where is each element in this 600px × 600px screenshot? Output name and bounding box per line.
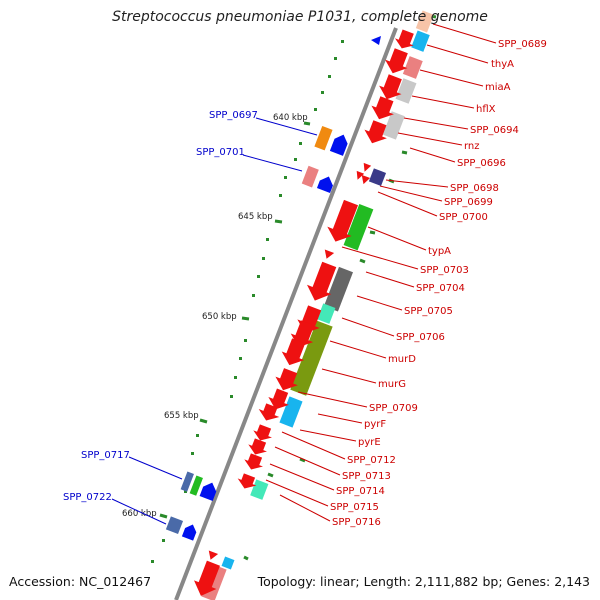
ruler-tick-label: 655 kbp bbox=[164, 411, 199, 421]
reverse-genes bbox=[165, 36, 381, 541]
ruler-tick-label: 660 kbp bbox=[122, 509, 157, 519]
gene-label: rnz bbox=[464, 141, 480, 152]
ruler-ticks: 640 kbp 645 kbp 650 kbp 655 kbp 660 kbp bbox=[122, 113, 311, 519]
gene-arrow-forward bbox=[194, 560, 220, 596]
gene-block-pink bbox=[402, 56, 423, 79]
gene-label: pyrF bbox=[364, 419, 386, 430]
gene-block-green bbox=[343, 203, 374, 251]
gene-block-olive bbox=[290, 320, 333, 396]
ruler-tick-mark bbox=[159, 513, 168, 519]
gene-blocks bbox=[201, 10, 434, 600]
gene-arrow-forward bbox=[385, 48, 408, 74]
gene-arrow-forward bbox=[364, 120, 387, 144]
gene-arrow-reverse bbox=[199, 482, 217, 501]
page-title: Streptococcus pneumoniae P1031, complete… bbox=[112, 9, 488, 25]
gene-block-cyan bbox=[279, 396, 303, 428]
gene-label: SPP_0722 bbox=[63, 492, 112, 503]
gene-label: SPP_0700 bbox=[439, 212, 488, 223]
gene-arrow-forward bbox=[275, 368, 298, 391]
forward-genes bbox=[194, 29, 414, 596]
gene-label: SPP_0699 bbox=[444, 197, 493, 208]
gene-label: SPP_0705 bbox=[404, 306, 453, 317]
ruler-track bbox=[151, 40, 344, 563]
gene-block-green bbox=[189, 475, 203, 496]
gene-arrow-forward bbox=[208, 550, 219, 560]
gene-arrow-reverse bbox=[181, 524, 197, 541]
ruler-tick-mark bbox=[274, 219, 283, 224]
gene-arrow-forward bbox=[237, 473, 257, 489]
ruler-tick-mark bbox=[303, 121, 311, 126]
gene-block-mint bbox=[317, 303, 336, 324]
gene-block-darkgrey bbox=[323, 266, 353, 312]
left-leader-lines bbox=[111, 117, 318, 525]
gene-arrow-forward bbox=[394, 29, 414, 49]
gene-arrow-forward bbox=[244, 453, 263, 470]
gene-label: hflX bbox=[476, 104, 496, 115]
gene-arrow-forward bbox=[327, 199, 358, 242]
gene-label: SPP_0696 bbox=[457, 158, 506, 169]
gene-label: SPP_0703 bbox=[420, 265, 469, 276]
gene-arrow-forward bbox=[324, 249, 335, 259]
gene-block-cyan bbox=[221, 556, 235, 570]
gene-arrow-forward bbox=[248, 438, 267, 455]
gene-label: SPP_0716 bbox=[332, 517, 381, 528]
gene-arrow-forward bbox=[281, 338, 306, 366]
gene-label: pyrE bbox=[358, 437, 381, 448]
gene-arrow-forward bbox=[258, 403, 280, 421]
gene-arrow-forward bbox=[268, 388, 289, 410]
gene-label: SPP_0714 bbox=[336, 486, 385, 497]
gene-label: SPP_0715 bbox=[330, 502, 379, 513]
gene-label: SPP_0697 bbox=[209, 110, 258, 121]
gene-label: SPP_0701 bbox=[196, 147, 245, 158]
gene-arrow-reverse bbox=[329, 134, 348, 156]
genome-axis bbox=[174, 27, 398, 600]
right-labels: SPP_0689 thyA miaA hflX SPP_0694 rnz SPP… bbox=[330, 39, 547, 528]
ruler-tick-label: 645 kbp bbox=[238, 212, 273, 222]
gene-label: SPP_0698 bbox=[450, 183, 499, 194]
gene-arrow-reverse bbox=[316, 176, 333, 194]
gene-block-grey bbox=[395, 78, 417, 104]
gene-label: SPP_0704 bbox=[416, 283, 465, 294]
gene-label: SPP_0706 bbox=[396, 332, 445, 343]
gene-block-peach bbox=[415, 10, 434, 33]
gene-arrow-forward bbox=[371, 96, 394, 120]
gene-label: SPP_0713 bbox=[342, 471, 391, 482]
gene-label: SPP_0712 bbox=[347, 455, 396, 466]
gene-arrow-forward bbox=[361, 174, 371, 185]
gene-block-grey bbox=[382, 111, 405, 140]
accession-text: Accession: NC_012467 bbox=[9, 574, 152, 589]
gene-label: SPP_0717 bbox=[81, 450, 130, 461]
gene-arrow-forward bbox=[363, 162, 372, 172]
gene-label: SPP_0689 bbox=[498, 39, 547, 50]
topology-text: Topology: linear; Length: 2,111,882 bp; … bbox=[257, 574, 590, 589]
left-labels: SPP_0697 SPP_0701 SPP_0717 SPP_0722 bbox=[63, 110, 258, 503]
gene-label: murG bbox=[378, 379, 406, 390]
ruler-tick-label: 640 kbp bbox=[273, 113, 308, 123]
ruler-tick-mark bbox=[241, 316, 250, 321]
gene-block-pink bbox=[301, 165, 319, 188]
gene-block-darkblue bbox=[368, 168, 387, 187]
gene-label: thyA bbox=[491, 59, 514, 70]
gene-arrow-forward bbox=[306, 261, 337, 301]
gene-arrow-reverse bbox=[371, 36, 381, 45]
gene-block-steelblue bbox=[165, 516, 184, 535]
gene-block-cyan bbox=[411, 30, 430, 52]
gene-arrow-forward bbox=[253, 424, 272, 441]
gene-label: typA bbox=[428, 246, 451, 257]
gene-label: SPP_0709 bbox=[369, 403, 418, 414]
gene-label: miaA bbox=[485, 82, 511, 93]
right-leader-lines bbox=[265, 23, 497, 522]
gene-arrow-forward bbox=[356, 170, 365, 180]
ruler-tick-label: 650 kbp bbox=[202, 312, 237, 322]
ruler-tick-mark bbox=[199, 418, 208, 424]
gene-block-mint bbox=[250, 479, 269, 500]
gene-arrow-forward bbox=[379, 74, 402, 100]
gene-label: murD bbox=[388, 354, 416, 365]
gene-label: SPP_0694 bbox=[470, 125, 519, 136]
gene-block-steelblue bbox=[180, 471, 194, 492]
gene-block-orange bbox=[314, 125, 333, 151]
